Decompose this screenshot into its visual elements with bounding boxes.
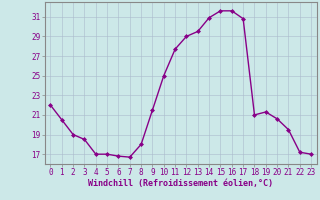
X-axis label: Windchill (Refroidissement éolien,°C): Windchill (Refroidissement éolien,°C)	[88, 179, 273, 188]
